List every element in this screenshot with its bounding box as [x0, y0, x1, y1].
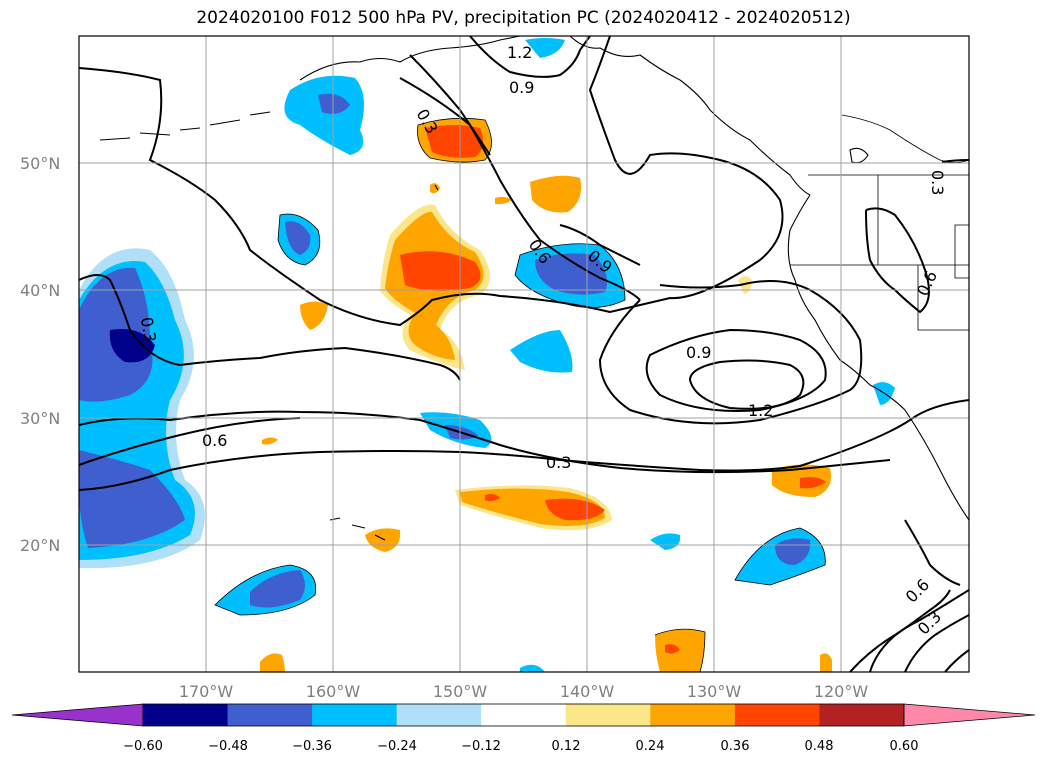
map-plot-area: 1.2 0.9 0.3 0.6 0.9 0.3 0.6 0.9 1.2 0.6 …: [79, 36, 969, 672]
longitude-axis: 170°W 160°W 150°W 140°W 130°W 120°W: [179, 682, 869, 701]
lon-tick-label: 130°W: [687, 682, 742, 701]
grid-lines: [79, 36, 969, 672]
lat-tick-label: 20°N: [20, 536, 60, 555]
colorbar-segment: [819, 704, 905, 726]
colorbar-segment: [312, 704, 398, 726]
contour-label: 0.3: [137, 316, 160, 344]
negative-precip-shading: [79, 38, 895, 672]
colorbar-tick-labels: −0.60 −0.48 −0.36 −0.24 −0.12 0.12 0.24 …: [123, 739, 918, 754]
colorbar-tick-label: 0.24: [636, 739, 665, 754]
contour-labels: 1.2 0.9 0.3 0.6 0.9 0.3 0.6 0.9 1.2 0.6 …: [137, 43, 947, 638]
map-frame: [78, 35, 970, 673]
lon-tick-label: 140°W: [560, 682, 615, 701]
contour-label: 0.6: [202, 431, 227, 450]
colorbar-extend-min: [11, 703, 144, 727]
colorbar-tick-label: −0.48: [208, 739, 248, 754]
colorbar-tick-label: 0.12: [552, 739, 581, 754]
lat-tick-label: 30°N: [20, 409, 60, 428]
colorbar-tick-label: 0.60: [890, 739, 919, 754]
latitude-axis: 50°N 40°N 30°N 20°N: [20, 154, 60, 555]
coastlines: [99, 36, 969, 541]
colorbar-extend-max: [903, 703, 1036, 727]
contour-label: 0.9: [509, 78, 534, 97]
colorbar: −0.60 −0.48 −0.36 −0.24 −0.12 0.12 0.24 …: [11, 703, 1036, 754]
contour-label: 0.3: [546, 453, 571, 472]
lon-tick-label: 120°W: [814, 682, 869, 701]
colorbar-tick-label: −0.12: [461, 739, 501, 754]
contour-label: 1.2: [748, 401, 773, 420]
colorbar-segment: [565, 704, 651, 726]
colorbar-segment: [143, 704, 229, 726]
colorbar-tick-label: −0.60: [123, 739, 163, 754]
lat-tick-label: 50°N: [20, 154, 60, 173]
colorbar-tick-label: −0.36: [292, 739, 332, 754]
lat-tick-label: 40°N: [20, 281, 60, 300]
contour-label: 0.9: [686, 343, 711, 362]
colorbar-segment: [734, 704, 820, 726]
lon-tick-label: 160°W: [306, 682, 361, 701]
contour-label: 1.2: [507, 43, 532, 62]
colorbar-tick-label: 0.36: [721, 739, 750, 754]
colorbar-segments: [11, 703, 1036, 727]
colorbar-segment: [227, 704, 313, 726]
lon-tick-label: 150°W: [433, 682, 488, 701]
colorbar-outline: [142, 703, 905, 727]
colorbar-segment: [481, 704, 567, 726]
colorbar-segment: [650, 704, 736, 726]
contour-label: 0.3: [928, 170, 947, 195]
lon-tick-label: 170°W: [179, 682, 234, 701]
colorbar-segment: [396, 704, 482, 726]
map-title: 2024020100 F012 500 hPa PV, precipitatio…: [196, 8, 851, 28]
pv-contours: [79, 36, 969, 672]
colorbar-tick-label: −0.24: [377, 739, 417, 754]
colorbar-tick-label: 0.48: [805, 739, 834, 754]
